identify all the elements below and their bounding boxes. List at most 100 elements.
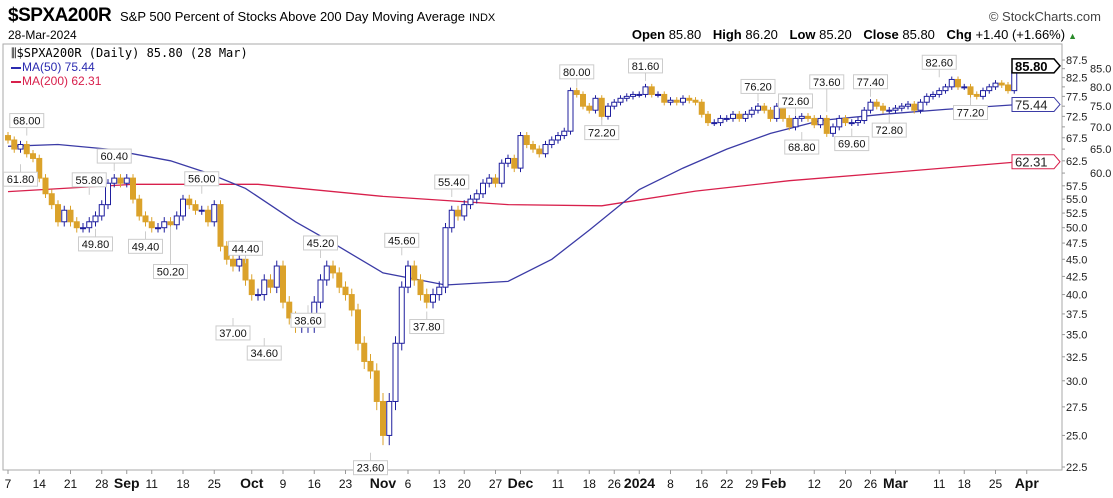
value-badge-label: 62.31 bbox=[1015, 155, 1048, 170]
x-tick-label: 22 bbox=[720, 477, 734, 491]
candle-body bbox=[380, 400, 386, 436]
candle-body bbox=[580, 93, 586, 107]
candle-body bbox=[430, 294, 436, 303]
candle-body bbox=[105, 182, 111, 206]
candle-body bbox=[323, 265, 330, 281]
candle-body bbox=[786, 117, 793, 128]
y-tick-label: 45.0 bbox=[1066, 254, 1087, 266]
y-tick-label: 87.5 bbox=[1066, 55, 1087, 67]
candle-body bbox=[286, 301, 293, 319]
candle-body bbox=[186, 198, 193, 206]
x-tick-label: 23 bbox=[339, 477, 353, 491]
price-annotation: 55.40 bbox=[438, 177, 466, 189]
candle-body bbox=[930, 93, 936, 97]
candle-body bbox=[155, 227, 161, 230]
candle-body bbox=[642, 86, 649, 95]
price-annotation: 68.00 bbox=[13, 116, 41, 128]
ma50-line bbox=[7, 103, 1021, 286]
x-tick-label: 2024 bbox=[624, 475, 655, 491]
y-tick-label: 52.5 bbox=[1066, 208, 1087, 220]
candle-body bbox=[205, 209, 211, 223]
candle-body bbox=[217, 204, 224, 247]
close-value: 85.80 bbox=[902, 27, 935, 42]
candle-body bbox=[748, 109, 755, 115]
candle-body bbox=[636, 93, 643, 96]
candle-body bbox=[736, 113, 743, 119]
candle-body bbox=[630, 93, 636, 97]
candle-body bbox=[386, 400, 393, 436]
candle-body bbox=[661, 93, 668, 103]
candle-body bbox=[980, 90, 986, 97]
candle-body bbox=[117, 177, 124, 184]
price-annotation: 38.60 bbox=[294, 315, 322, 327]
candle-body bbox=[436, 286, 443, 296]
candle-body bbox=[711, 122, 718, 125]
y-tick-label: 82.5 bbox=[1066, 73, 1087, 85]
candle-body bbox=[717, 117, 724, 124]
x-tick-label: 11 bbox=[933, 477, 946, 491]
x-tick-label: 20 bbox=[458, 477, 472, 491]
annotation-box bbox=[778, 93, 813, 109]
candle-body bbox=[148, 221, 155, 229]
y-tick-label: 75.0 bbox=[1090, 101, 1111, 113]
candle-body bbox=[967, 86, 974, 95]
candle-body bbox=[667, 99, 674, 103]
candle-body bbox=[761, 105, 768, 111]
legend-ma200-text: MA(200) 62.31 bbox=[22, 74, 102, 88]
candle-body bbox=[848, 122, 855, 125]
annotation-box bbox=[740, 78, 776, 94]
x-tick-label: 21 bbox=[64, 477, 78, 491]
candle-body bbox=[11, 139, 18, 150]
legend-ma50: MA(50) 75.44 bbox=[11, 60, 248, 74]
candle-body bbox=[992, 82, 999, 88]
candle-body bbox=[411, 265, 418, 281]
candle-body bbox=[842, 117, 849, 124]
x-tick-label: Nov bbox=[370, 475, 397, 491]
price-annotation: 73.60 bbox=[813, 77, 841, 89]
candle-body bbox=[698, 101, 705, 115]
price-annotation: 56.00 bbox=[188, 174, 216, 186]
price-annotation: 49.80 bbox=[82, 239, 110, 251]
candle-body bbox=[742, 113, 749, 119]
candle-body bbox=[267, 279, 274, 288]
candle-body bbox=[480, 182, 486, 195]
x-tick-label: 25 bbox=[208, 477, 222, 491]
price-annotation: 81.60 bbox=[632, 61, 660, 73]
x-tick-label: Mar bbox=[883, 475, 908, 491]
value-badge-label: 75.44 bbox=[1015, 97, 1048, 112]
candle-body bbox=[686, 97, 693, 101]
x-tick-label: Oct bbox=[240, 475, 264, 491]
price-annotation: 76.20 bbox=[744, 81, 772, 93]
x-tick-label: 18 bbox=[583, 477, 597, 491]
candle-body bbox=[73, 221, 80, 229]
description-text: S&P 500 Percent of Stocks Above 200 Day … bbox=[120, 9, 465, 24]
x-tick-label: 18 bbox=[176, 477, 190, 491]
candle-body bbox=[448, 209, 455, 229]
candle-body bbox=[998, 82, 1005, 86]
price-annotation: 72.80 bbox=[875, 125, 903, 137]
candle-body bbox=[548, 139, 555, 146]
candle-body bbox=[973, 93, 980, 97]
annotation-box bbox=[921, 54, 957, 70]
open-label: Open bbox=[631, 27, 666, 42]
chart-date: 28-Mar-2024 bbox=[8, 28, 77, 42]
y-tick-label: 70.0 bbox=[1090, 122, 1111, 134]
candle-body bbox=[730, 113, 736, 119]
candle-body bbox=[348, 294, 355, 311]
brand-link[interactable]: © StockCharts.com bbox=[988, 9, 1101, 24]
candle-body bbox=[542, 144, 549, 155]
candle-body bbox=[355, 309, 361, 344]
candle-body bbox=[805, 115, 811, 119]
candle-body bbox=[317, 279, 324, 303]
candle-body bbox=[905, 103, 911, 107]
candle-body bbox=[611, 101, 618, 107]
price-annotation: 34.60 bbox=[250, 348, 278, 360]
exchange-label: INDX bbox=[468, 12, 496, 24]
x-tick-label: Apr bbox=[1015, 475, 1040, 491]
value-badge bbox=[1011, 58, 1061, 74]
candle-body bbox=[473, 193, 480, 200]
candle-body bbox=[898, 105, 905, 109]
price-annotation: 77.40 bbox=[857, 77, 885, 89]
candle-body bbox=[623, 95, 630, 99]
